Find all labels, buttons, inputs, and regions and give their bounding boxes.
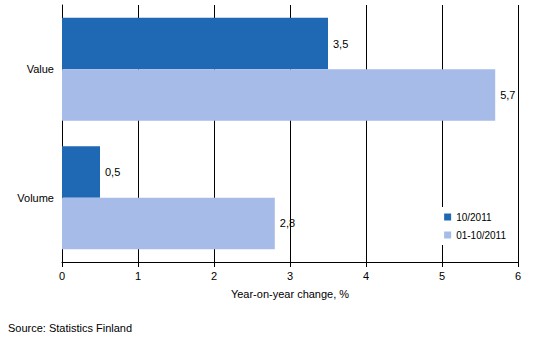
svg-text:4: 4: [363, 270, 369, 282]
svg-text:3: 3: [287, 270, 293, 282]
svg-text:5,7: 5,7: [500, 89, 515, 101]
svg-text:Year-on-year change, %: Year-on-year change, %: [231, 288, 349, 300]
svg-text:Volume: Volume: [17, 192, 54, 204]
svg-text:2: 2: [211, 270, 217, 282]
svg-text:Source: Statistics Finland: Source: Statistics Finland: [8, 322, 132, 334]
svg-text:10/2011: 10/2011: [456, 212, 492, 223]
svg-text:01-10/2011: 01-10/2011: [456, 230, 506, 241]
svg-text:5: 5: [439, 270, 445, 282]
svg-text:0: 0: [59, 270, 65, 282]
svg-text:0,5: 0,5: [105, 166, 120, 178]
svg-text:Value: Value: [27, 63, 54, 75]
svg-text:2,8: 2,8: [280, 217, 295, 229]
svg-text:1: 1: [135, 270, 141, 282]
svg-text:3,5: 3,5: [333, 38, 348, 50]
svg-text:6: 6: [515, 270, 521, 282]
